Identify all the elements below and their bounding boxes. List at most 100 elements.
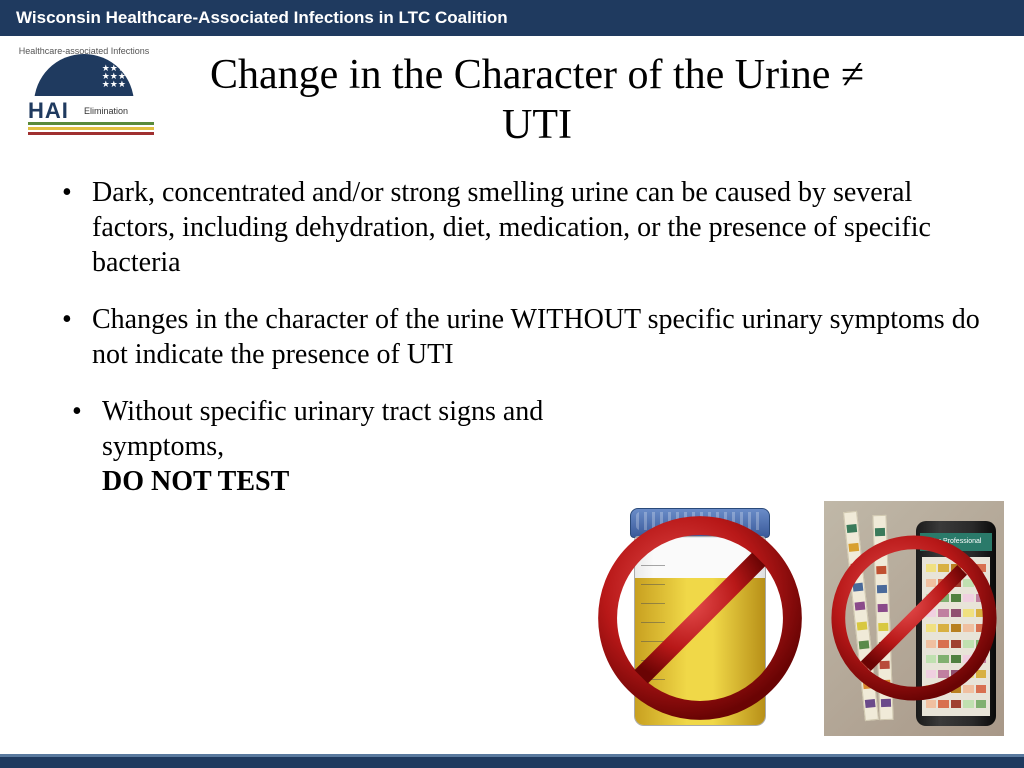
footer-bar — [0, 754, 1024, 768]
chart-row — [926, 624, 986, 632]
chart-cell — [976, 700, 986, 708]
strip-pad — [879, 641, 889, 649]
strip-pad — [876, 546, 886, 554]
logo-arc: Healthcare-associated Infections ★★★★★★★… — [14, 46, 154, 96]
chart-cell — [938, 685, 948, 693]
chart-cell — [976, 609, 986, 617]
strip-pad — [880, 680, 890, 688]
logo-hai-text: HAI — [28, 98, 69, 124]
logo-elimination-text: Elimination — [84, 106, 128, 116]
chart-cell — [951, 624, 961, 632]
strip-pad — [876, 565, 886, 573]
strip-pad — [853, 582, 864, 591]
test-strips-image: For Professional — [824, 501, 1004, 736]
strip-pad — [861, 660, 872, 669]
strip-pad — [857, 621, 868, 630]
strip-pad — [880, 661, 890, 669]
bottle-label: For Professional — [920, 533, 992, 551]
chart-cell — [926, 624, 936, 632]
cup-body — [634, 536, 766, 726]
chart-row — [926, 655, 986, 663]
chart-row — [926, 594, 986, 602]
chart-cell — [976, 579, 986, 587]
bottle-chart — [922, 557, 990, 716]
chart-cell — [938, 609, 948, 617]
chart-cell — [926, 579, 936, 587]
chart-cell — [938, 640, 948, 648]
chart-row — [926, 579, 986, 587]
test-strips-graphic: For Professional — [824, 501, 1004, 736]
bullet-1: Dark, concentrated and/or strong smellin… — [40, 175, 984, 280]
chart-cell — [951, 685, 961, 693]
chart-cell — [926, 640, 936, 648]
chart-row — [926, 700, 986, 708]
chart-cell — [938, 564, 948, 572]
bullet-list: Dark, concentrated and/or strong smellin… — [40, 175, 984, 499]
bullet-3-bold: DO NOT TEST — [102, 466, 289, 497]
chart-cell — [963, 594, 973, 602]
chart-cell — [963, 640, 973, 648]
bullet-2: Changes in the character of the urine WI… — [40, 302, 984, 372]
chart-row — [926, 609, 986, 617]
test-bottle: For Professional — [916, 521, 996, 726]
strip-pad — [846, 523, 857, 532]
chart-row — [926, 640, 986, 648]
chart-cell — [951, 670, 961, 678]
strip-pad — [863, 679, 874, 688]
chart-cell — [976, 640, 986, 648]
strip-pad — [865, 699, 876, 708]
chart-cell — [951, 640, 961, 648]
chart-row — [926, 670, 986, 678]
strip-pad — [855, 601, 866, 610]
strip-pad — [877, 584, 887, 592]
chart-cell — [926, 564, 936, 572]
stripe-green — [28, 122, 154, 125]
chart-cell — [963, 564, 973, 572]
chart-cell — [951, 579, 961, 587]
chart-cell — [926, 594, 936, 602]
logo-stars-icon: ★★★★★★★★★★ — [102, 64, 134, 88]
chart-cell — [976, 670, 986, 678]
chart-cell — [963, 655, 973, 663]
chart-cell — [976, 685, 986, 693]
chart-cell — [976, 594, 986, 602]
chart-cell — [938, 594, 948, 602]
urine-cup-graphic — [600, 498, 800, 738]
chart-cell — [926, 700, 936, 708]
strip-pad — [881, 699, 891, 707]
chart-cell — [938, 655, 948, 663]
slide-content: Dark, concentrated and/or strong smellin… — [0, 161, 1024, 499]
strip-pad — [875, 527, 885, 535]
chart-row — [926, 685, 986, 693]
chart-cell — [976, 655, 986, 663]
chart-cell — [963, 624, 973, 632]
logo-stripes — [28, 122, 154, 137]
chart-cell — [976, 564, 986, 572]
chart-cell — [951, 655, 961, 663]
chart-cell — [926, 609, 936, 617]
bullet-3: Without specific urinary tract signs and… — [40, 394, 560, 499]
chart-cell — [926, 685, 936, 693]
strip-pad — [859, 640, 870, 649]
chart-cell — [926, 670, 936, 678]
header-bar: Wisconsin Healthcare-Associated Infectio… — [0, 0, 1024, 36]
hai-logo: Healthcare-associated Infections ★★★★★★★… — [14, 46, 164, 128]
cup-lid — [630, 508, 770, 538]
chart-cell — [963, 579, 973, 587]
chart-cell — [963, 670, 973, 678]
chart-cell — [938, 700, 948, 708]
chart-cell — [951, 700, 961, 708]
strip-pad — [878, 603, 888, 611]
images-row: For Professional — [600, 498, 1004, 738]
chart-cell — [938, 579, 948, 587]
chart-cell — [938, 624, 948, 632]
chart-cell — [938, 670, 948, 678]
cup-marks — [641, 547, 665, 715]
chart-cell — [963, 685, 973, 693]
urine-cup-image — [600, 498, 800, 738]
chart-cell — [951, 564, 961, 572]
chart-cell — [963, 700, 973, 708]
strip-pad — [878, 622, 888, 630]
chart-cell — [951, 594, 961, 602]
bullet-3-pre: Without specific urinary tract signs and… — [102, 396, 543, 462]
